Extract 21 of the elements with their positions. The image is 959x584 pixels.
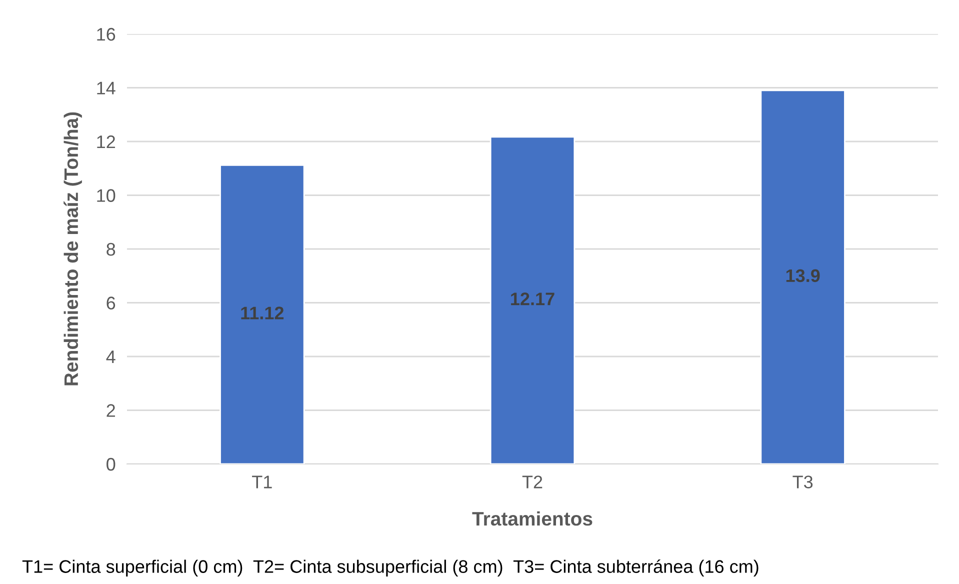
y-tick-label: 16 [97,28,116,41]
data-label: 11.12 [241,306,284,320]
y-axis-title: Rendimiento de maíz (Ton/ha) [64,112,82,386]
x-tick-label: T2 [522,476,542,488]
y-tick-label: 14 [97,82,116,94]
data-label: 13.9 [786,269,820,282]
x-axis-title: Tratamientos [472,511,592,526]
y-tick-label: 6 [106,296,116,310]
bar [490,136,576,464]
y-tick-label: 8 [106,242,116,256]
y-tick-label: 12 [97,135,115,148]
text: T1= Cinta superficial (0 cm) T2= Cinta subsuperficial (8 cm) T3= Cinta subterránea (16 cm) [22,559,758,577]
y-tick-label: 10 [97,189,116,202]
bar [220,164,305,464]
x-tick-label: T1 [252,476,272,488]
y-tick-label: 0 [106,458,116,471]
y-tick-label: 2 [106,404,115,417]
x-tick-label: T3 [792,476,813,488]
y-tick-label: 4 [106,350,116,364]
bar [760,90,846,464]
data-label: 12.17 [511,292,554,306]
